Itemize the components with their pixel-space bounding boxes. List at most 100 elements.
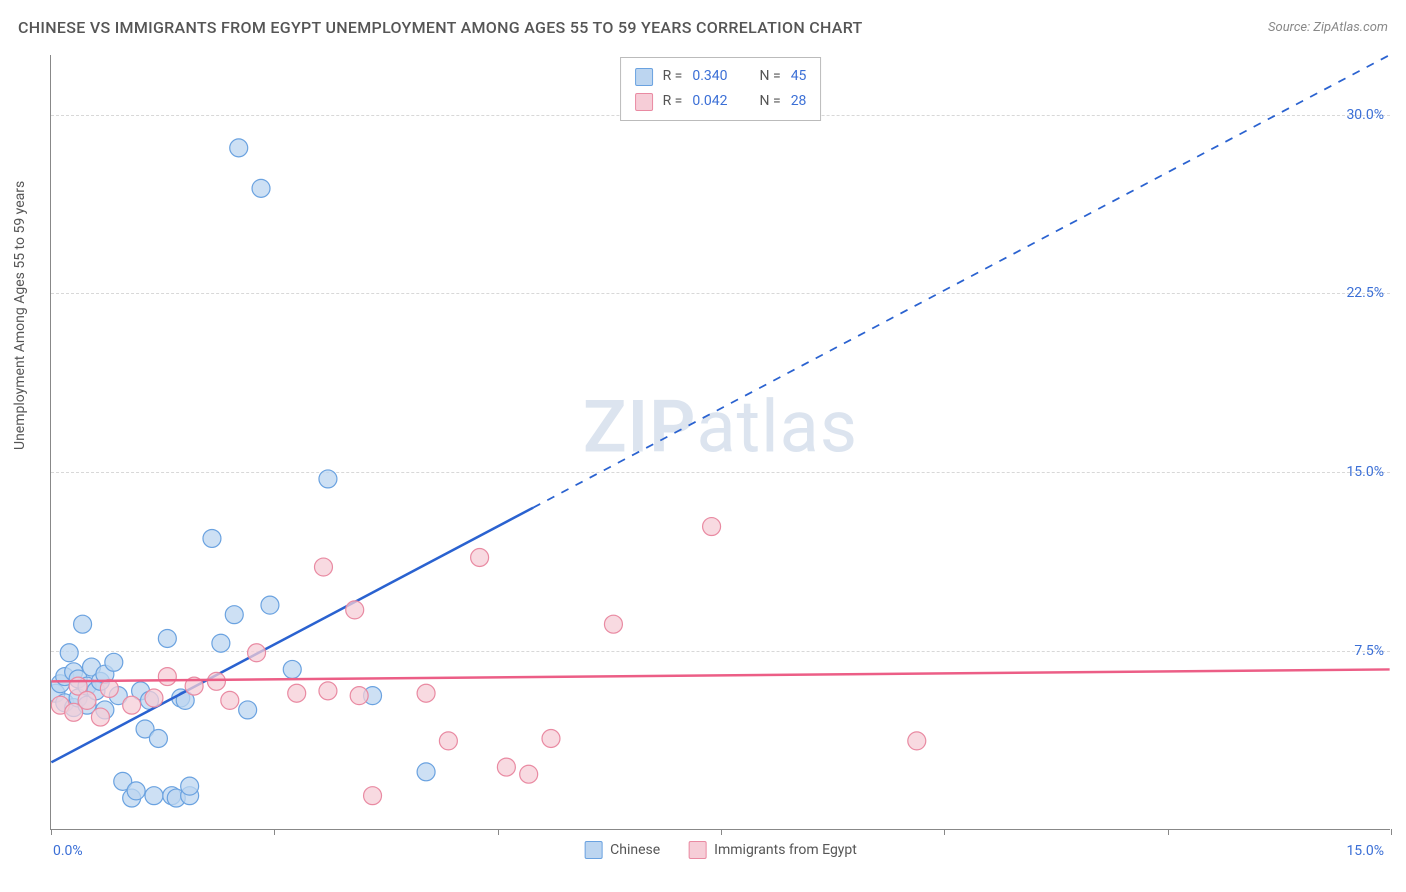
- data-point: [181, 777, 199, 795]
- data-point: [176, 691, 194, 709]
- legend-swatch: [584, 841, 602, 859]
- n-value: 28: [791, 89, 807, 114]
- data-point: [51, 684, 65, 702]
- data-point: [319, 682, 337, 700]
- data-point: [69, 670, 87, 688]
- r-label: R =: [663, 64, 683, 89]
- trend-line-dashed: [533, 55, 1389, 508]
- x-tick: [274, 829, 275, 835]
- x-tick: [1391, 829, 1392, 835]
- data-point: [288, 684, 306, 702]
- data-point: [123, 789, 141, 807]
- series-legend-label: Immigrants from Egypt: [714, 842, 857, 858]
- trend-line-solid: [51, 669, 1389, 681]
- data-point: [172, 689, 190, 707]
- data-point: [225, 606, 243, 624]
- data-point: [497, 758, 515, 776]
- data-point: [230, 139, 248, 157]
- legend-swatch: [635, 68, 653, 86]
- data-point: [69, 677, 87, 695]
- gridline: [51, 651, 1390, 652]
- y-tick-label: 15.0%: [1346, 464, 1384, 480]
- data-point: [136, 720, 154, 738]
- data-point: [439, 732, 457, 750]
- data-point: [132, 682, 150, 700]
- data-point: [248, 644, 266, 662]
- data-point: [145, 787, 163, 805]
- correlation-legend-row: R = 0.340 N = 45: [635, 64, 807, 89]
- x-tick: [498, 829, 499, 835]
- data-point: [163, 787, 181, 805]
- data-point: [364, 687, 382, 705]
- data-point: [261, 596, 279, 614]
- data-point: [471, 549, 489, 567]
- data-point: [96, 701, 114, 719]
- data-point: [158, 629, 176, 647]
- data-point: [51, 696, 69, 714]
- data-point: [350, 687, 368, 705]
- legend-swatch: [688, 841, 706, 859]
- y-tick-label: 22.5%: [1346, 285, 1384, 301]
- data-point: [127, 782, 145, 800]
- series-legend-label: Chinese: [610, 842, 660, 858]
- data-point: [78, 677, 96, 695]
- data-point: [51, 675, 69, 693]
- r-label: R =: [663, 89, 683, 114]
- series-legend-item: Immigrants from Egypt: [688, 841, 857, 859]
- data-point: [65, 663, 83, 681]
- data-point: [703, 518, 721, 536]
- data-point: [417, 763, 435, 781]
- data-point: [417, 684, 435, 702]
- series-legend-item: Chinese: [584, 841, 660, 859]
- data-point: [56, 668, 74, 686]
- data-point: [221, 691, 239, 709]
- x-tick: [51, 829, 52, 835]
- data-point: [87, 682, 105, 700]
- data-point: [69, 689, 87, 707]
- data-point: [83, 658, 101, 676]
- r-value: 0.042: [692, 89, 727, 114]
- plot-area: 7.5%15.0%22.5%30.0%0.0%15.0%ZIPatlasR =0…: [50, 55, 1390, 830]
- y-tick-label: 30.0%: [1346, 107, 1384, 123]
- data-point: [212, 634, 230, 652]
- x-tick: [721, 829, 722, 835]
- data-point: [203, 529, 221, 547]
- x-tick: [944, 829, 945, 835]
- correlation-legend-row: R = 0.042 N = 28: [635, 89, 807, 114]
- data-point: [60, 644, 78, 662]
- n-value: 45: [791, 64, 807, 89]
- data-point: [520, 765, 538, 783]
- y-axis-label: Unemployment Among Ages 55 to 59 years: [12, 181, 28, 450]
- x-tick-label: 15.0%: [1346, 843, 1384, 859]
- data-point: [74, 615, 92, 633]
- data-point: [145, 689, 163, 707]
- data-point: [239, 701, 257, 719]
- data-point: [542, 730, 560, 748]
- data-point: [100, 680, 118, 698]
- series-legend: Chinese Immigrants from Egypt: [584, 841, 857, 859]
- data-point: [78, 696, 96, 714]
- gridline: [51, 293, 1390, 294]
- r-value: 0.340: [692, 64, 727, 89]
- data-point: [908, 732, 926, 750]
- n-label: N =: [760, 64, 781, 89]
- x-tick: [1168, 829, 1169, 835]
- n-label: N =: [760, 89, 781, 114]
- data-point: [346, 601, 364, 619]
- legend-swatch: [635, 93, 653, 111]
- data-point: [96, 665, 114, 683]
- data-point: [604, 615, 622, 633]
- correlation-legend: R = 0.340 N = 45 R = 0.042 N = 28: [620, 57, 822, 121]
- data-point: [123, 696, 141, 714]
- chart-source: Source: ZipAtlas.com: [1268, 20, 1388, 35]
- data-point: [167, 789, 185, 807]
- data-point: [207, 672, 225, 690]
- data-point: [181, 787, 199, 805]
- trend-line-solid: [51, 508, 533, 763]
- data-point: [91, 672, 109, 690]
- data-point: [149, 730, 167, 748]
- data-point: [65, 699, 83, 717]
- y-tick-label: 7.5%: [1354, 643, 1384, 659]
- chart-title: CHINESE VS IMMIGRANTS FROM EGYPT UNEMPLO…: [18, 18, 863, 37]
- chart-svg: [51, 55, 1390, 829]
